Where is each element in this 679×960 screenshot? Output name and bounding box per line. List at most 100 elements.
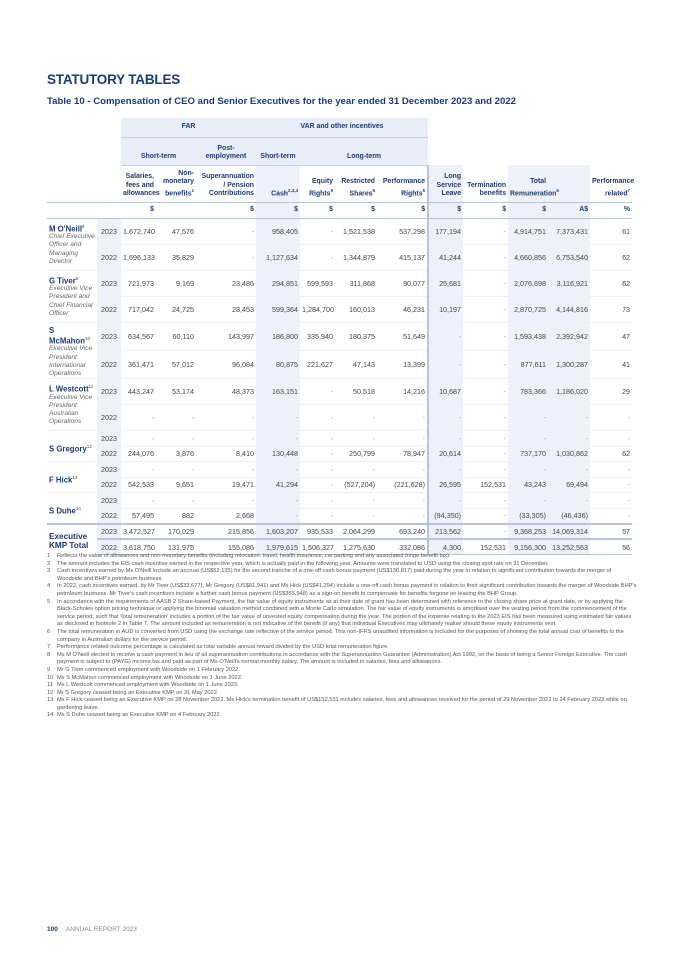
year-cell: 2022 (97, 446, 121, 463)
value-cell: 57 (590, 522, 633, 540)
value-cell: - (590, 508, 633, 525)
unit-label: $ (256, 201, 301, 219)
value-cell: 2,076,698 (508, 270, 549, 297)
column-label: Termination benefits (467, 181, 507, 198)
value-cell: (527,204) (335, 477, 378, 494)
footnote-text: Reflects the value of allowances and non… (57, 553, 451, 559)
executive-cell: Executive KMP Total (47, 522, 97, 555)
value-cell: - (196, 492, 257, 509)
value-cell: 3,116,921 (548, 270, 591, 297)
value-cell: 170,029 (156, 522, 196, 540)
footnote-text: Performance related outcome percentage i… (57, 644, 389, 651)
footnote-ref: 5 (330, 187, 334, 193)
value-cell: - (156, 404, 196, 432)
footnote-ref: 6 (556, 187, 559, 193)
value-cell: 73 (590, 296, 633, 323)
value-cell: 1,300,287 (548, 350, 591, 380)
footnote: 8 Ms M O'Neill elected to receive a cash … (47, 652, 637, 667)
column-header: Restricted Shares5 (335, 165, 377, 202)
value-cell: 80,875 (256, 350, 301, 380)
value-cell: - (590, 404, 633, 432)
value-cell: 958,405 (256, 218, 301, 245)
value-cell: 935,533 (300, 522, 336, 540)
value-cell: - (256, 492, 301, 509)
value-cell: - (300, 378, 336, 406)
footnote-ref: 11 (88, 384, 94, 390)
column-label: Superannuation / Pension Contributions (201, 173, 255, 197)
value-cell: - (256, 461, 301, 478)
column-header: Performance Rights5 (377, 165, 428, 202)
executive-name: G Tiver (49, 275, 76, 285)
column-label: Equity Rights (309, 178, 334, 197)
footnote-text: Ms S Duhe ceased being an Executive KMP … (57, 712, 222, 719)
value-cell: 152,531 (463, 538, 509, 556)
footnote: 10 Ms S McMahon commenced employment with… (47, 675, 637, 683)
value-cell: 244,076 (121, 446, 156, 463)
footnote-number: 4 (47, 583, 51, 590)
unit-label: $ (196, 201, 257, 219)
value-cell: 1,284,700 (300, 296, 336, 323)
footnote-ref: 5 (372, 187, 376, 193)
footnotes: 1 Reflects the value of allowances and no… (47, 553, 637, 720)
footnote: 13 Ms F Hick ceased being an Executive KM… (47, 697, 637, 712)
footnote: 7 Performance related outcome percentage … (47, 644, 637, 652)
value-cell: - (121, 492, 156, 509)
value-cell: - (256, 430, 301, 447)
value-cell: - (300, 404, 336, 432)
value-cell: 9,651 (156, 477, 196, 494)
value-cell: 1,275,630 (335, 538, 378, 556)
value-cell: - (377, 461, 429, 478)
table-row: Executive KMP Total 2023 3,472,527 170,029 2… (47, 522, 633, 555)
year-cell: 2023 (97, 430, 121, 447)
page-number: 100 (47, 926, 58, 933)
value-cell: - (590, 461, 633, 478)
year-cell: 2022 (97, 244, 121, 271)
value-cell: - (427, 322, 464, 351)
value-cell: 41,294 (256, 477, 301, 494)
footnote: 4 In 2022, cash incentives earned, by Mr … (47, 583, 637, 598)
value-cell: (33,305) (508, 508, 549, 525)
value-cell: 57,012 (156, 350, 196, 380)
footnote-number: 12 (47, 689, 54, 696)
footnote-ref: 12 (86, 443, 92, 449)
value-cell: - (300, 446, 336, 463)
value-cell: 9,156,300 (508, 538, 549, 556)
value-cell: - (463, 404, 509, 432)
footnote-number: 9 (47, 666, 51, 673)
value-cell: (46,436) (548, 508, 591, 525)
value-cell: 47,143 (335, 350, 378, 380)
value-cell: 29 (590, 378, 633, 406)
value-cell: 1,186,020 (548, 378, 591, 406)
value-cell: 60,110 (156, 322, 196, 351)
column-header: Long Service Leave (427, 165, 464, 202)
value-cell: - (300, 492, 336, 509)
value-cell: - (463, 378, 509, 406)
value-cell: - (156, 461, 196, 478)
value-cell: 294,851 (256, 270, 301, 297)
value-cell: 2,668 (196, 508, 257, 525)
value-cell: - (590, 477, 633, 494)
value-cell: 693,240 (377, 522, 429, 540)
footnote-number: 1 (47, 553, 51, 559)
value-cell: - (590, 492, 633, 509)
value-cell: - (508, 492, 549, 509)
footnote-ref: 2,3,4 (288, 187, 299, 193)
unit-label: A$ (548, 201, 591, 219)
footnote-number: 8 (47, 651, 51, 658)
table-row: 2022 361,471 57,012 96,084 80,875 221,627 47,1… (47, 350, 633, 380)
value-cell: - (508, 404, 549, 432)
footnote-text: The amount includes the EIS cash incenti… (57, 560, 549, 567)
value-cell: - (121, 430, 156, 447)
value-cell: 20,614 (427, 446, 464, 463)
value-cell: 1,521,538 (335, 218, 378, 245)
value-cell: - (548, 492, 591, 509)
value-cell: 13,399 (377, 350, 429, 380)
value-cell: - (463, 322, 509, 351)
value-cell: 78,947 (377, 446, 429, 463)
footnote-ref: 8 (82, 223, 85, 229)
year-cell: 2023 (97, 378, 121, 406)
footnote-ref: 5 (422, 187, 426, 193)
value-cell: 62 (590, 446, 633, 463)
value-cell: - (548, 430, 591, 447)
executive-cell: L Westcott11 Executive Vice President Aus… (47, 378, 97, 432)
